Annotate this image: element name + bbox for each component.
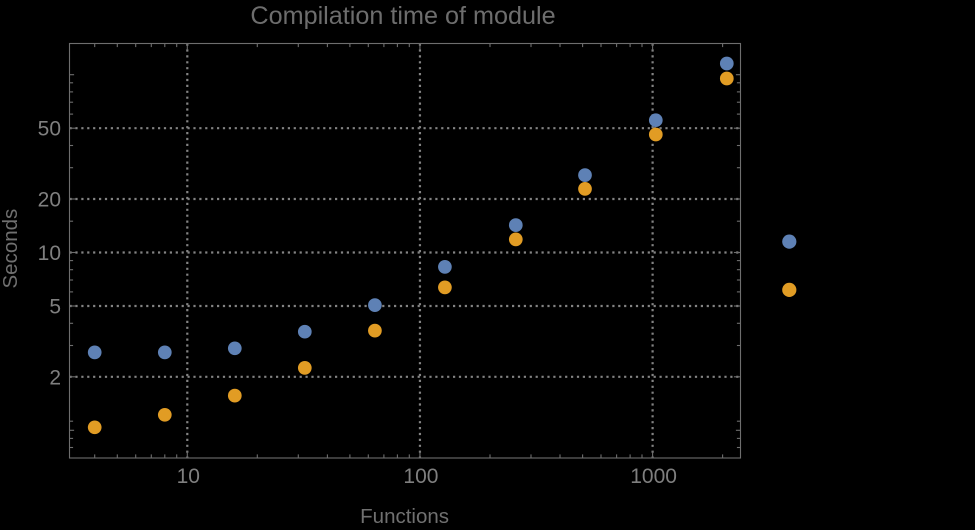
svg-text:Functions: Functions xyxy=(360,505,449,525)
svg-text:5: 5 xyxy=(49,296,61,319)
svg-text:Compilation time of module: Compilation time of module xyxy=(250,2,555,30)
svg-text:1000: 1000 xyxy=(630,465,677,488)
svg-text:2: 2 xyxy=(49,366,61,389)
svg-text:10: 10 xyxy=(177,465,200,488)
svg-text:Seconds: Seconds xyxy=(0,209,22,289)
svg-text:20: 20 xyxy=(38,189,61,212)
svg-text:10: 10 xyxy=(38,242,61,265)
svg-text:50: 50 xyxy=(38,118,61,141)
svg-text:100: 100 xyxy=(403,465,438,488)
